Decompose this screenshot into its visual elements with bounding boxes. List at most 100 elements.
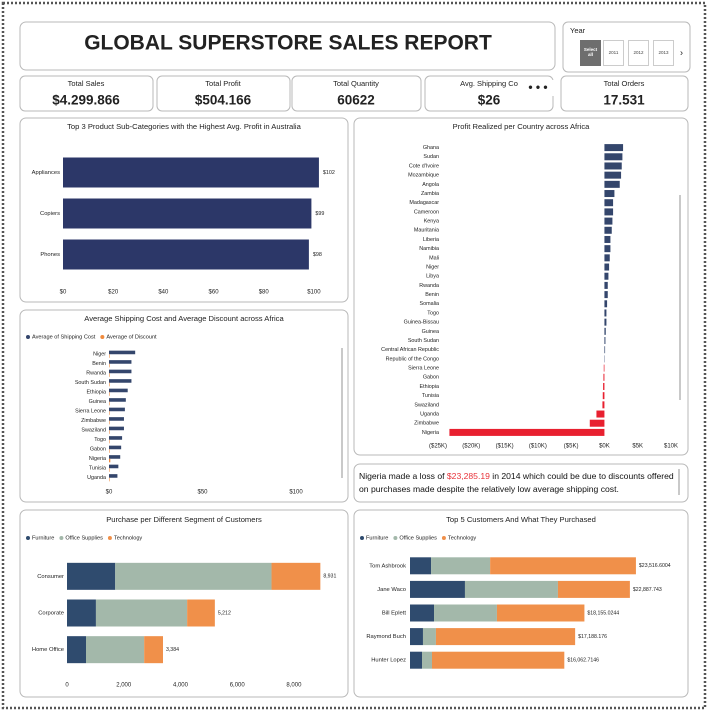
category-label: Ghana bbox=[423, 145, 439, 151]
kpi-label: Avg. Shipping Co bbox=[460, 79, 518, 88]
bar-segment bbox=[67, 636, 87, 664]
category-label: Guinea-Bissau bbox=[404, 320, 439, 326]
bar bbox=[109, 458, 111, 463]
category-label: Mauritania bbox=[414, 228, 439, 234]
legend-label: Technology bbox=[114, 535, 143, 541]
more-options[interactable]: • • • bbox=[528, 80, 547, 94]
note-text: Nigeria made a loss of bbox=[359, 471, 447, 481]
category-label: Ethiopia bbox=[87, 390, 106, 396]
scrollbar[interactable] bbox=[678, 469, 680, 495]
chart-panel bbox=[353, 117, 689, 456]
category-label: Niger bbox=[426, 264, 439, 270]
bar bbox=[109, 417, 124, 421]
slicer-option[interactable]: 2011 bbox=[603, 40, 624, 66]
category-label: Tunisia bbox=[422, 393, 439, 399]
bar-segment bbox=[67, 562, 116, 590]
chart-title: Top 5 Customers And What They Purchased bbox=[446, 515, 596, 524]
bar bbox=[604, 226, 612, 234]
category-label: Jane Waco bbox=[377, 587, 406, 593]
scrollbar[interactable] bbox=[341, 348, 343, 478]
category-label: Swaziland bbox=[414, 402, 439, 408]
bar bbox=[109, 407, 125, 412]
bar bbox=[63, 198, 312, 229]
x-tick-label: ($10K) bbox=[529, 444, 547, 450]
bar bbox=[109, 411, 110, 415]
bar-segment bbox=[490, 557, 636, 575]
bar bbox=[109, 363, 110, 368]
bar bbox=[109, 439, 110, 444]
bar bbox=[604, 263, 610, 271]
kpi-card bbox=[156, 75, 291, 112]
kpi-label: Total Quantity bbox=[333, 79, 379, 88]
category-label: Ethiopia bbox=[420, 384, 439, 390]
category-label: Gabon bbox=[90, 447, 106, 453]
bar bbox=[109, 430, 110, 434]
kpi-row: Total Sales $4.299.866 Total Profit $504… bbox=[19, 75, 689, 112]
bar bbox=[109, 426, 124, 431]
x-tick-label: 8,000 bbox=[286, 683, 302, 689]
total-label: 3,384 bbox=[166, 647, 179, 653]
chart-title: Purchase per Different Segment of Custom… bbox=[106, 515, 262, 524]
category-label: Tom Ashbrook bbox=[369, 563, 406, 569]
x-tick-label: ($20K) bbox=[462, 444, 480, 450]
value-label: $102 bbox=[323, 170, 335, 176]
bar-segment bbox=[422, 651, 433, 669]
note-panel bbox=[353, 463, 689, 503]
category-label: Libya bbox=[426, 274, 439, 280]
bar-segment bbox=[67, 599, 96, 627]
slicer-option[interactable]: Select all bbox=[580, 40, 601, 66]
legend-label: Average of Shipping Cost bbox=[32, 334, 96, 340]
category-label: Cote d'Ivoire bbox=[409, 163, 439, 169]
legend-marker bbox=[441, 536, 446, 540]
legend-label: Furniture bbox=[32, 535, 54, 541]
bar-segment bbox=[144, 636, 163, 664]
total-label: $16,062.7146 bbox=[567, 658, 599, 664]
category-label: Sudan bbox=[423, 154, 439, 160]
category-label: Home Office bbox=[32, 647, 64, 653]
scrollbar[interactable] bbox=[679, 195, 681, 400]
kpi-value: $4.299.866 bbox=[52, 93, 120, 108]
category-label: Niger bbox=[93, 352, 106, 358]
bar bbox=[63, 157, 319, 188]
x-tick-label: $60 bbox=[209, 290, 220, 296]
legend-marker bbox=[26, 335, 30, 339]
category-label: Benin bbox=[425, 292, 439, 298]
bar bbox=[109, 474, 118, 478]
bar-segment bbox=[422, 628, 436, 646]
bar bbox=[603, 382, 605, 390]
x-tick-label: ($25K) bbox=[429, 444, 447, 450]
bar bbox=[109, 388, 128, 393]
category-label: Cameroon bbox=[414, 209, 439, 215]
chart-title: Top 3 Product Sub-Categories with the Hi… bbox=[67, 122, 301, 131]
x-tick-label: 0 bbox=[65, 683, 69, 689]
slicer-option[interactable]: 2013 bbox=[653, 40, 674, 66]
category-label: Benin bbox=[92, 361, 106, 367]
bar bbox=[109, 350, 136, 355]
slicer-arrow[interactable]: › bbox=[680, 47, 683, 57]
x-tick-label: $10K bbox=[664, 444, 678, 450]
bar bbox=[604, 208, 614, 216]
kpi-value: $26 bbox=[478, 93, 501, 108]
category-label: Sierra Leone bbox=[75, 409, 106, 415]
legend-marker bbox=[107, 536, 112, 540]
category-label: Tunisia bbox=[89, 466, 106, 472]
bar bbox=[603, 373, 605, 381]
slicer-option[interactable]: 2012 bbox=[628, 40, 649, 66]
bar-segment bbox=[95, 599, 188, 627]
slicer-title: Year bbox=[570, 26, 586, 35]
bar bbox=[604, 190, 615, 198]
x-tick-label: $0 bbox=[106, 490, 113, 496]
x-tick-label: $50 bbox=[197, 490, 208, 496]
category-label: Togo bbox=[94, 437, 106, 443]
kpi-card bbox=[19, 75, 154, 112]
bar bbox=[109, 449, 110, 453]
category-label: Uganda bbox=[87, 475, 106, 481]
bar bbox=[604, 309, 607, 317]
bar bbox=[109, 401, 110, 406]
legend-label: Office Supplies bbox=[399, 535, 437, 541]
bar bbox=[604, 281, 608, 289]
category-label: Nigeria bbox=[422, 430, 439, 436]
x-tick-label: $20 bbox=[108, 290, 119, 296]
